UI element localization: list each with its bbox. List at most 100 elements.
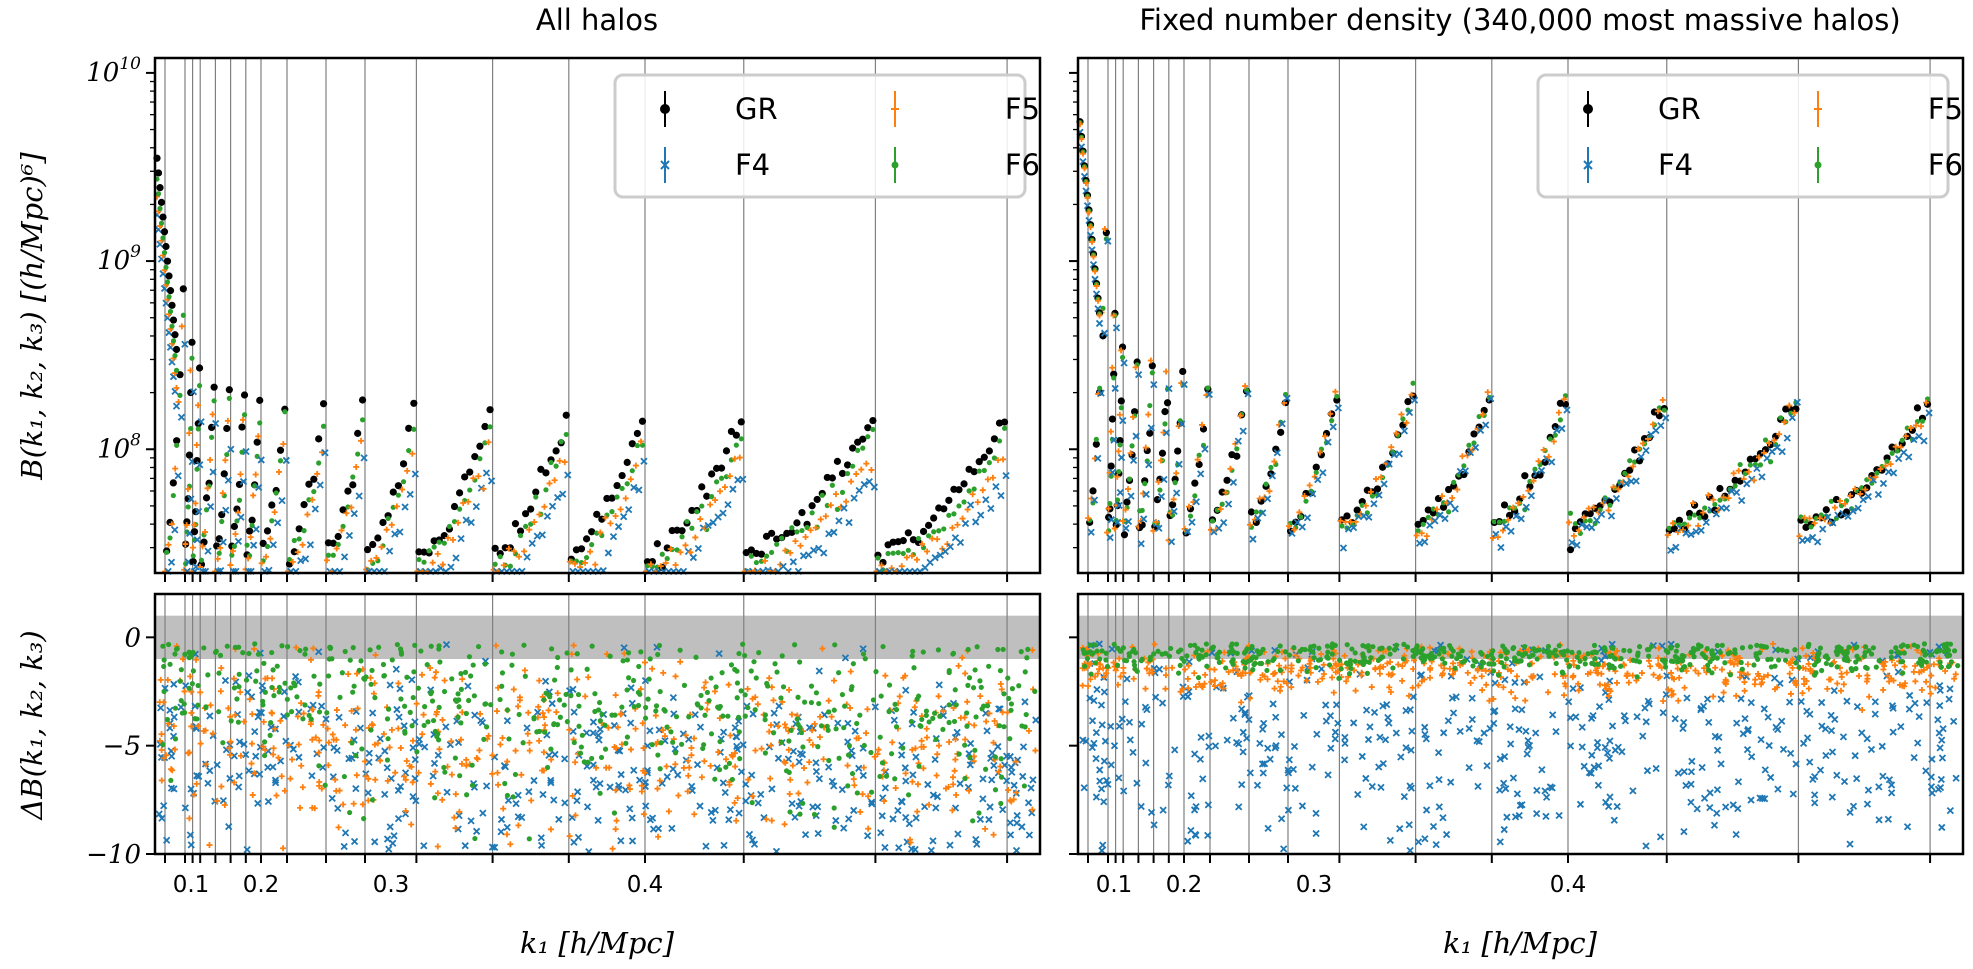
point-f5	[1721, 679, 1728, 686]
point-f5	[1162, 665, 1169, 672]
point-f4	[564, 471, 572, 479]
point-f5	[1092, 673, 1099, 680]
point-f5	[1423, 533, 1430, 540]
point-f6	[986, 663, 992, 669]
point-f6	[1001, 724, 1007, 730]
point-f5	[1766, 440, 1773, 447]
point-f6	[602, 746, 609, 752]
point-f6	[339, 670, 345, 676]
point-f6	[1462, 658, 1468, 664]
point-f6	[164, 716, 171, 723]
point-f6	[1366, 648, 1372, 654]
point-f4	[946, 543, 954, 551]
point-f6	[865, 434, 871, 440]
point-f5	[1306, 482, 1313, 489]
point-f5	[1378, 474, 1385, 481]
point-f4	[929, 837, 937, 845]
point-f6	[341, 773, 347, 780]
point-f6	[182, 651, 188, 657]
point-f5	[723, 756, 730, 763]
point-f5	[1081, 165, 1088, 172]
point-f6	[1547, 436, 1553, 442]
point-f5	[613, 745, 620, 752]
point-f5	[612, 787, 619, 794]
point-f6	[355, 451, 361, 457]
point-f6	[216, 550, 222, 556]
point-f6	[1747, 644, 1754, 650]
point-f5	[1640, 440, 1647, 447]
point-f6	[257, 420, 263, 426]
point-f6	[833, 726, 839, 732]
point-f4	[1476, 426, 1485, 435]
point-f5	[226, 751, 233, 758]
point-f6	[900, 745, 906, 751]
point-f5	[892, 785, 899, 792]
point-f4	[779, 562, 787, 571]
point-f6	[1825, 656, 1831, 662]
point-f6	[1659, 657, 1666, 663]
point-f6	[1553, 660, 1559, 667]
point-f6	[1866, 648, 1872, 654]
point-f6	[1172, 480, 1178, 486]
point-f5	[684, 788, 691, 795]
point-f6	[1252, 660, 1258, 666]
point-f5	[456, 808, 463, 815]
point-f6	[557, 714, 563, 720]
point-f4	[1538, 766, 1546, 774]
point-f4	[1012, 846, 1021, 855]
point-f4	[812, 759, 820, 767]
point-f5	[1334, 668, 1341, 675]
point-f6	[1304, 668, 1310, 675]
point-f5	[251, 645, 258, 652]
point-f4	[1662, 690, 1670, 699]
point-f6	[1131, 659, 1137, 665]
point-f4	[193, 772, 201, 780]
point-f4	[850, 494, 858, 502]
point-f5	[400, 773, 407, 780]
point-f6	[1008, 707, 1014, 713]
point-f6	[172, 651, 178, 657]
point-f5	[685, 772, 692, 779]
point-f5	[786, 686, 793, 693]
point-f5	[206, 842, 213, 849]
point-f6	[260, 698, 266, 704]
point-f6	[870, 697, 877, 703]
point-f5	[170, 723, 177, 730]
point-f5	[1277, 687, 1284, 694]
point-f6	[481, 736, 487, 742]
point-f4	[1096, 777, 1104, 785]
point-f5	[541, 714, 548, 721]
ytick-label: 108	[97, 430, 141, 464]
point-f4	[158, 814, 166, 822]
point-f6	[418, 648, 424, 654]
point-f4	[976, 815, 985, 824]
point-f4	[635, 776, 644, 784]
point-f5	[457, 736, 464, 743]
point-f5	[1008, 798, 1015, 805]
point-f6	[456, 704, 462, 710]
point-f4	[711, 806, 719, 814]
point-f4	[1569, 685, 1577, 693]
point-f5	[1789, 656, 1796, 663]
point-f4	[775, 702, 783, 710]
point-f4	[1229, 714, 1237, 722]
point-f5	[512, 747, 519, 754]
point-f6	[1757, 650, 1763, 656]
point-f5	[386, 744, 393, 751]
point-f6	[962, 742, 968, 748]
point-f4	[1572, 713, 1580, 721]
point-f4	[799, 552, 808, 560]
point-f6	[347, 809, 353, 816]
point-f5	[627, 476, 634, 483]
point-f5	[1332, 388, 1339, 395]
point-f4	[1611, 746, 1619, 754]
point-f6	[762, 712, 769, 718]
point-f6	[1230, 657, 1236, 663]
point-f5	[403, 757, 410, 764]
point-f4	[1108, 645, 1116, 653]
point-f6	[831, 824, 837, 830]
point-f6	[475, 643, 482, 650]
point-f6	[804, 524, 810, 531]
point-gr	[828, 474, 836, 482]
point-f4	[1864, 786, 1873, 794]
